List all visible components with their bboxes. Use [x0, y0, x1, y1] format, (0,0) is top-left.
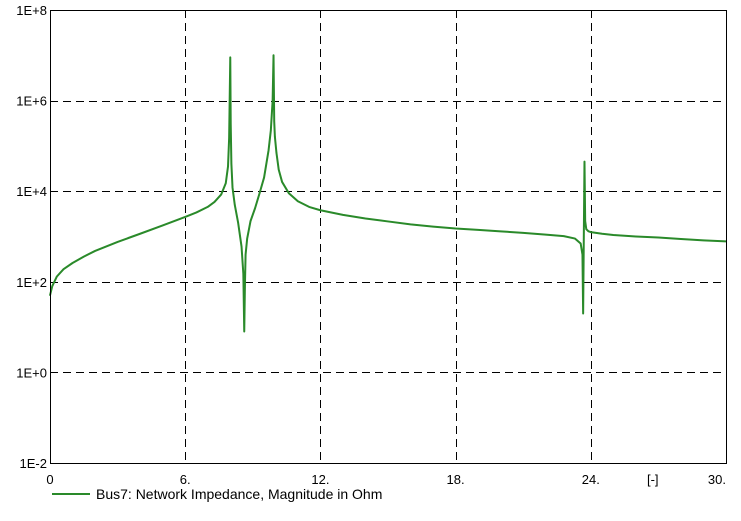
y-tick-label: 1E+6 — [16, 94, 47, 109]
data-point — [267, 149, 270, 151]
plot-area — [50, 10, 726, 463]
x-tick-label: 30. — [708, 472, 726, 487]
data-point — [83, 256, 85, 258]
data-point — [117, 241, 119, 243]
x-axis-ticks: 0 6. 12. 18. 24. 30. [-] — [46, 472, 726, 487]
data-point — [563, 235, 565, 237]
data-point — [240, 245, 243, 248]
data-point — [51, 285, 53, 287]
data-point — [590, 231, 592, 233]
data-point — [272, 100, 274, 102]
y-tick-label: 1E-2 — [20, 456, 47, 471]
data-point — [455, 227, 457, 230]
data-point — [56, 276, 58, 278]
data-point — [522, 232, 524, 234]
series-layer — [49, 54, 727, 333]
data-point — [387, 220, 389, 223]
data-point — [601, 233, 603, 235]
x-tick-label: 12. — [311, 472, 329, 487]
data-point — [274, 136, 276, 138]
data-point — [288, 192, 290, 194]
data-point — [584, 220, 586, 222]
data-point — [583, 235, 585, 238]
grid — [50, 10, 726, 463]
data-point — [432, 226, 434, 228]
x-tick-label: 24. — [582, 472, 600, 487]
data-point — [254, 207, 256, 209]
data-point — [258, 192, 261, 194]
data-point — [184, 216, 186, 218]
data-point — [243, 330, 245, 333]
legend-label: Bus7: Network Impedance, Magnitude in Oh… — [96, 486, 383, 502]
data-point — [162, 224, 164, 227]
data-point — [270, 129, 272, 131]
data-point — [500, 230, 502, 232]
data-point — [583, 161, 586, 163]
data-point — [244, 285, 246, 287]
x-tick-label: 0 — [46, 472, 53, 487]
data-point — [545, 234, 547, 236]
data-point — [275, 152, 278, 154]
legend: Bus7: Network Impedance, Magnitude in Oh… — [52, 484, 382, 504]
data-point — [228, 137, 230, 139]
data-point — [94, 250, 96, 252]
data-point — [278, 168, 280, 171]
y-tick-label: 1E+4 — [16, 184, 47, 199]
data-point — [297, 200, 299, 202]
data-point — [220, 193, 222, 195]
data-point — [234, 204, 236, 206]
data-point — [342, 214, 344, 216]
y-tick-label: 1E+2 — [16, 275, 47, 290]
data-point — [71, 262, 74, 264]
y-tick-label: 1E+0 — [16, 365, 47, 380]
data-point — [229, 56, 231, 58]
data-point — [635, 235, 637, 238]
data-point — [582, 312, 584, 315]
data-point — [585, 228, 587, 230]
data-point — [227, 165, 229, 168]
data-point — [272, 54, 275, 56]
plot-border — [50, 10, 727, 464]
data-point — [246, 237, 248, 240]
y-tick-label: 1E+8 — [16, 3, 47, 18]
data-point — [308, 206, 310, 208]
y-axis-ticks: 1E-2 1E+0 1E+2 1E+4 1E+6 1E+8 — [16, 3, 47, 471]
data-point — [657, 236, 660, 239]
data-point — [409, 223, 412, 225]
data-point — [231, 187, 234, 189]
data-point — [319, 209, 321, 211]
x-axis-unit-label: [-] — [647, 472, 659, 487]
data-point — [364, 217, 367, 220]
data-point — [230, 163, 232, 165]
data-point — [581, 253, 584, 256]
data-point — [230, 123, 232, 125]
data-point — [702, 239, 705, 241]
data-point — [244, 253, 247, 256]
data-point — [207, 206, 209, 208]
legend-line-icon — [52, 493, 90, 495]
data-point — [195, 211, 198, 214]
data-point — [574, 237, 576, 240]
data-point — [477, 229, 479, 231]
data-point — [612, 234, 614, 236]
x-tick-label: 6. — [180, 472, 191, 487]
data-point — [62, 268, 65, 270]
data-point — [225, 182, 227, 184]
data-point — [587, 230, 590, 232]
data-point — [249, 220, 252, 222]
data-point — [580, 242, 582, 245]
data-point — [273, 120, 275, 122]
data-point — [242, 273, 244, 275]
data-point — [680, 238, 682, 240]
data-point — [237, 222, 239, 224]
data-point — [213, 201, 216, 203]
data-point — [139, 233, 141, 235]
x-tick-label: 18. — [447, 472, 465, 487]
data-point — [281, 181, 283, 183]
data-point — [263, 176, 265, 179]
